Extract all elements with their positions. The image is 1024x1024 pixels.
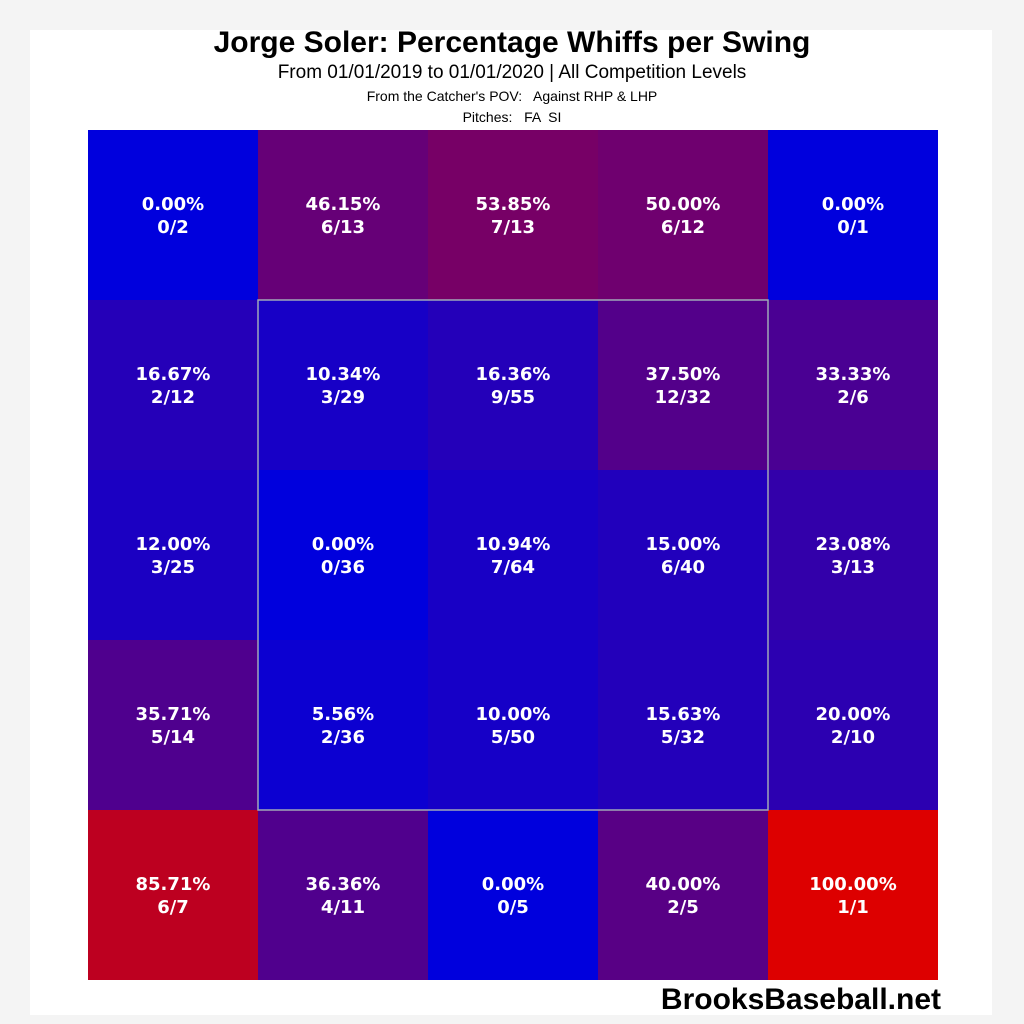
cell-frac-label-r2-c0: 3/25 — [151, 557, 195, 578]
cell-pct-label-r4-c0: 85.71% — [136, 874, 211, 895]
pov-label: From the Catcher's POV: — [366, 88, 523, 104]
cell-frac-label-r4-c3: 2/5 — [667, 897, 699, 918]
heatmap-cell-r4-c3 — [598, 810, 768, 980]
heatmap-cell-r1-c1 — [258, 300, 428, 470]
cell-pct-label-r0-c0: 0.00% — [142, 194, 204, 215]
cell-frac-label-r4-c1: 4/11 — [321, 897, 365, 918]
chart-subtitle: From 01/01/2019 to 01/01/2020 | All Comp… — [277, 62, 747, 83]
cell-pct-label-r2-c2: 10.94% — [476, 534, 551, 555]
cell-frac-label-r1-c2: 9/55 — [491, 387, 535, 408]
cell-frac-label-r1-c1: 3/29 — [321, 387, 365, 408]
cell-pct-label-r2-c0: 12.00% — [136, 534, 211, 555]
cell-pct-label-r3-c2: 10.00% — [476, 704, 551, 725]
chart-title: Jorge Soler: Percentage Whiffs per Swing — [213, 26, 811, 59]
heatmap-cell-r0-c1 — [258, 130, 428, 300]
credit-text: BrooksBaseball.net — [660, 983, 941, 1016]
heatmap-cell-r4-c0 — [88, 810, 258, 980]
pov-line: From the Catcher's POV: Against RHP & LH… — [0, 88, 1024, 105]
cell-frac-label-r0-c3: 6/12 — [661, 217, 705, 238]
heatmap-cell-r2-c4 — [768, 470, 938, 640]
cell-pct-label-r0-c2: 53.85% — [476, 194, 551, 215]
cell-frac-label-r0-c4: 0/1 — [837, 217, 869, 238]
cell-pct-label-r0-c1: 46.15% — [306, 194, 381, 215]
heatmap-cell-r3-c3 — [598, 640, 768, 810]
cell-frac-label-r3-c2: 5/50 — [491, 727, 535, 748]
heatmap-cell-r3-c2 — [428, 640, 598, 810]
cell-pct-label-r3-c3: 15.63% — [646, 704, 721, 725]
cell-pct-label-r1-c3: 37.50% — [646, 364, 721, 385]
cell-pct-label-r2-c3: 15.00% — [646, 534, 721, 555]
cell-frac-label-r0-c0: 0/2 — [157, 217, 189, 238]
cell-frac-label-r1-c4: 2/6 — [837, 387, 869, 408]
cell-pct-label-r2-c4: 23.08% — [816, 534, 891, 555]
cell-pct-label-r2-c1: 0.00% — [312, 534, 374, 555]
cell-pct-label-r3-c4: 20.00% — [816, 704, 891, 725]
cell-pct-label-r0-c3: 50.00% — [646, 194, 721, 215]
cell-frac-label-r4-c0: 6/7 — [157, 897, 189, 918]
heatmap-cell-r4-c2 — [428, 810, 598, 980]
cell-frac-label-r1-c0: 2/12 — [151, 387, 195, 408]
cell-frac-label-r2-c4: 3/13 — [831, 557, 875, 578]
heatmap-cell-r1-c3 — [598, 300, 768, 470]
strike-zone-outline — [257, 299, 769, 811]
pitches-line: Pitches: FA SI — [0, 109, 1024, 126]
heatmap-cell-r2-c0 — [88, 470, 258, 640]
heatmap-cell-r0-c2 — [428, 130, 598, 300]
pitches-value: FA SI — [524, 109, 562, 125]
cell-frac-label-r0-c2: 7/13 — [491, 217, 535, 238]
cell-frac-label-r4-c4: 1/1 — [837, 897, 869, 918]
heatmap-cell-r2-c2 — [428, 470, 598, 640]
cell-frac-label-r2-c3: 6/40 — [661, 557, 705, 578]
heatmap-cell-r4-c1 — [258, 810, 428, 980]
cell-pct-label-r1-c1: 10.34% — [306, 364, 381, 385]
cell-pct-label-r1-c2: 16.36% — [476, 364, 551, 385]
cell-pct-label-r3-c0: 35.71% — [136, 704, 211, 725]
heatmap-cell-r0-c0 — [88, 130, 258, 300]
cell-frac-label-r0-c1: 6/13 — [321, 217, 365, 238]
heatmap-cell-r1-c0 — [88, 300, 258, 470]
heatmap-cell-r1-c4 — [768, 300, 938, 470]
heatmap-cell-r0-c4 — [768, 130, 938, 300]
heatmap-cell-r2-c1 — [258, 470, 428, 640]
heatmap-cell-r2-c3 — [598, 470, 768, 640]
cell-frac-label-r3-c0: 5/14 — [151, 727, 195, 748]
cell-pct-label-r4-c2: 0.00% — [482, 874, 544, 895]
heatmap-cell-r3-c1 — [258, 640, 428, 810]
cell-pct-label-r4-c3: 40.00% — [646, 874, 721, 895]
heatmap-cell-r3-c4 — [768, 640, 938, 810]
cell-frac-label-r3-c4: 2/10 — [831, 727, 875, 748]
heatmap-cell-r0-c3 — [598, 130, 768, 300]
cell-frac-label-r3-c1: 2/36 — [321, 727, 365, 748]
cell-pct-label-r4-c4: 100.00% — [809, 874, 897, 895]
cell-pct-label-r1-c0: 16.67% — [136, 364, 211, 385]
cell-frac-label-r2-c1: 0/36 — [321, 557, 365, 578]
heatmap-cell-r4-c4 — [768, 810, 938, 980]
cell-pct-label-r4-c1: 36.36% — [306, 874, 381, 895]
heatmap-cell-r1-c2 — [428, 300, 598, 470]
cell-frac-label-r1-c3: 12/32 — [655, 387, 712, 408]
cell-frac-label-r3-c3: 5/32 — [661, 727, 705, 748]
cell-frac-label-r4-c2: 0/5 — [497, 897, 529, 918]
heatmap-cell-r3-c0 — [88, 640, 258, 810]
pitches-label: Pitches: — [462, 109, 513, 125]
cell-pct-label-r0-c4: 0.00% — [822, 194, 884, 215]
pov-value: Against RHP & LHP — [533, 88, 658, 104]
cell-frac-label-r2-c2: 7/64 — [491, 557, 535, 578]
cell-pct-label-r1-c4: 33.33% — [816, 364, 891, 385]
cell-pct-label-r3-c1: 5.56% — [312, 704, 374, 725]
